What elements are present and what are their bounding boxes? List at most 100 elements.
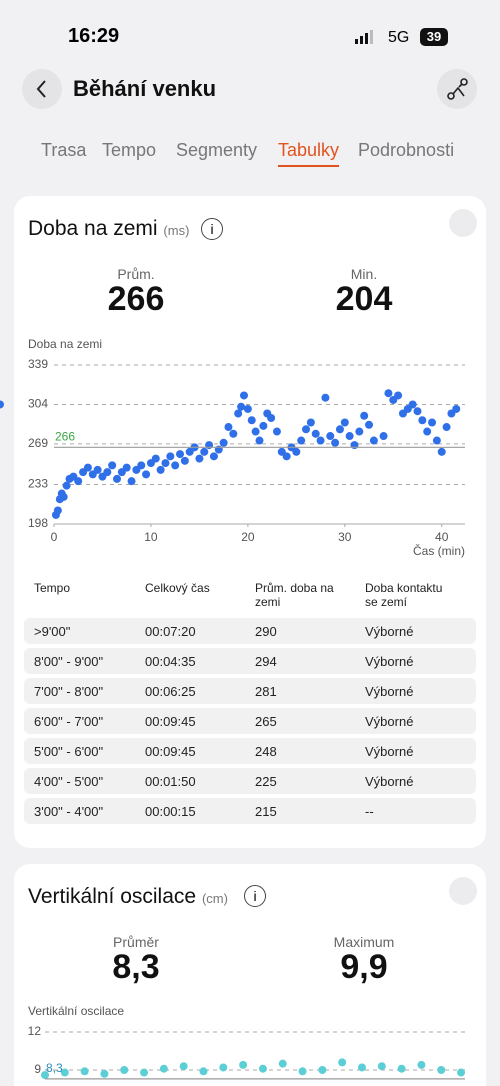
point	[457, 1068, 466, 1077]
point	[0, 400, 4, 409]
point	[166, 452, 175, 461]
y-axis-title: Doba na zemi	[28, 337, 102, 351]
point	[142, 470, 151, 479]
point	[338, 1058, 347, 1067]
point	[251, 427, 260, 436]
point	[219, 438, 228, 447]
point	[151, 454, 160, 463]
point	[306, 418, 315, 427]
info-icon[interactable]: i	[201, 218, 223, 240]
average-label: 8,3	[46, 1061, 63, 1075]
average-label: 266	[55, 429, 75, 443]
point	[318, 1066, 327, 1074]
table-cell: --	[365, 804, 374, 819]
point	[316, 436, 325, 445]
point	[159, 1064, 168, 1073]
table-cell: 00:07:20	[145, 624, 196, 639]
point	[259, 421, 268, 430]
tab[interactable]: Tempo	[102, 140, 157, 160]
point	[297, 436, 306, 445]
point	[331, 438, 340, 447]
point	[108, 461, 117, 470]
point	[171, 461, 180, 470]
y-tick-label: 304	[28, 397, 48, 411]
table-cell: 281	[255, 684, 277, 699]
title-text: Doba na zemi	[28, 217, 158, 240]
point	[156, 465, 165, 474]
point	[122, 463, 131, 472]
point	[413, 407, 422, 416]
table-cell: 294	[255, 654, 277, 669]
point	[340, 418, 349, 427]
point	[255, 436, 264, 445]
table-cell: Výborné	[365, 654, 414, 669]
table-row	[24, 618, 476, 644]
point	[74, 477, 83, 486]
table-cell: 8'00" - 9'00"	[34, 654, 104, 669]
unit: (cm)	[201, 891, 228, 906]
tab[interactable]: Trasa	[41, 140, 87, 160]
expand-button[interactable]	[449, 877, 477, 905]
point	[209, 452, 218, 461]
table-cell: Výborné	[365, 744, 414, 759]
table-cell: >9'00"	[34, 624, 71, 639]
title-text: Vertikální oscilace	[28, 885, 197, 908]
point	[437, 447, 446, 456]
table-cell: Výborné	[365, 714, 414, 729]
point	[199, 1067, 208, 1076]
expand-button[interactable]	[449, 209, 477, 237]
point	[137, 461, 146, 470]
table-cell: 7'00" - 8'00"	[34, 684, 104, 699]
point	[282, 452, 291, 461]
point	[62, 481, 71, 490]
point	[103, 468, 112, 477]
point	[408, 400, 417, 409]
point	[195, 454, 204, 463]
network: 5G	[388, 29, 410, 46]
point	[267, 414, 276, 422]
point	[219, 1063, 228, 1072]
tab[interactable]: Segmenty	[176, 140, 258, 160]
table-row	[24, 678, 476, 704]
battery: 39	[420, 28, 448, 46]
x-tick-label: 20	[241, 530, 255, 544]
stat-value: 9,9	[340, 948, 388, 986]
route-button[interactable]	[437, 69, 477, 109]
y-tick-label: 233	[28, 477, 48, 491]
point	[302, 425, 311, 434]
point	[365, 420, 374, 429]
point	[258, 1064, 267, 1073]
table-cell: 215	[255, 804, 277, 819]
tab[interactable]: Tabulky	[278, 140, 340, 167]
point	[437, 1066, 446, 1074]
page-title: Běhání venku	[73, 76, 217, 101]
table-header: Doba kontaktu se zemí	[365, 581, 443, 609]
point	[180, 456, 189, 465]
point	[292, 447, 301, 456]
tab[interactable]: Podrobnosti	[358, 140, 455, 160]
point	[229, 429, 238, 438]
stat-label: Prům.	[117, 266, 155, 282]
point	[397, 1064, 406, 1073]
info-icon[interactable]: i	[244, 885, 266, 907]
point	[53, 506, 62, 515]
point	[377, 1062, 386, 1071]
point	[369, 436, 378, 445]
point	[127, 477, 136, 486]
table-cell: Výborné	[365, 624, 414, 639]
point	[113, 474, 122, 483]
point	[247, 416, 256, 425]
back-button[interactable]	[22, 69, 62, 109]
card-title: Doba na zemi (ms)	[28, 217, 189, 241]
point	[335, 425, 344, 434]
point	[272, 427, 281, 436]
x-tick-label: 40	[435, 530, 449, 544]
y-tick-label: 198	[28, 516, 48, 530]
table-cell: 5'00" - 6'00"	[34, 744, 104, 759]
point	[345, 432, 354, 441]
table-cell: 00:00:15	[145, 804, 196, 819]
point	[237, 402, 246, 411]
unit: (ms)	[163, 223, 190, 238]
signal	[354, 29, 378, 45]
